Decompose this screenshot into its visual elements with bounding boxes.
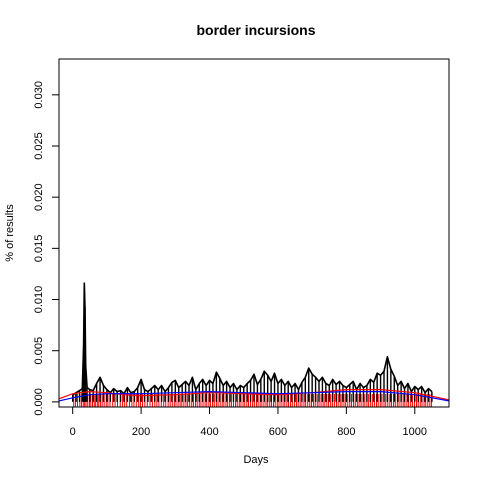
y-tick-label-1: 0.005 [33,337,45,365]
chart-title: border incursions [196,22,315,38]
smooth-red-curve [58,389,450,401]
x-tick-label-4: 800 [337,426,355,438]
y-tick-label-3: 0.015 [33,235,45,263]
x-tick-label-3: 600 [269,426,287,438]
y-tick-label-4: 0.020 [33,183,45,211]
y-tick-label-5: 0.025 [33,132,45,160]
x-tick-label-2: 400 [200,426,218,438]
y-tick-label-0: 0.000 [33,388,45,416]
y-tick-label-6: 0.030 [33,81,45,109]
x-tick-label-0: 0 [70,426,76,438]
y-axis: 0.000 0.005 0.010 0.015 0.020 0.025 0.030 [33,81,60,416]
x-tick-label-5: 1000 [403,426,427,438]
smooth-curves [58,389,450,402]
y-tick-label-2: 0.010 [33,286,45,314]
y-axis-label: % of results [4,204,16,262]
smooth-blue-curve [58,390,450,402]
x-axis-label: Days [243,454,269,466]
x-tick-label-1: 200 [132,426,150,438]
x-axis: 0 200 400 600 800 1000 [70,406,427,438]
